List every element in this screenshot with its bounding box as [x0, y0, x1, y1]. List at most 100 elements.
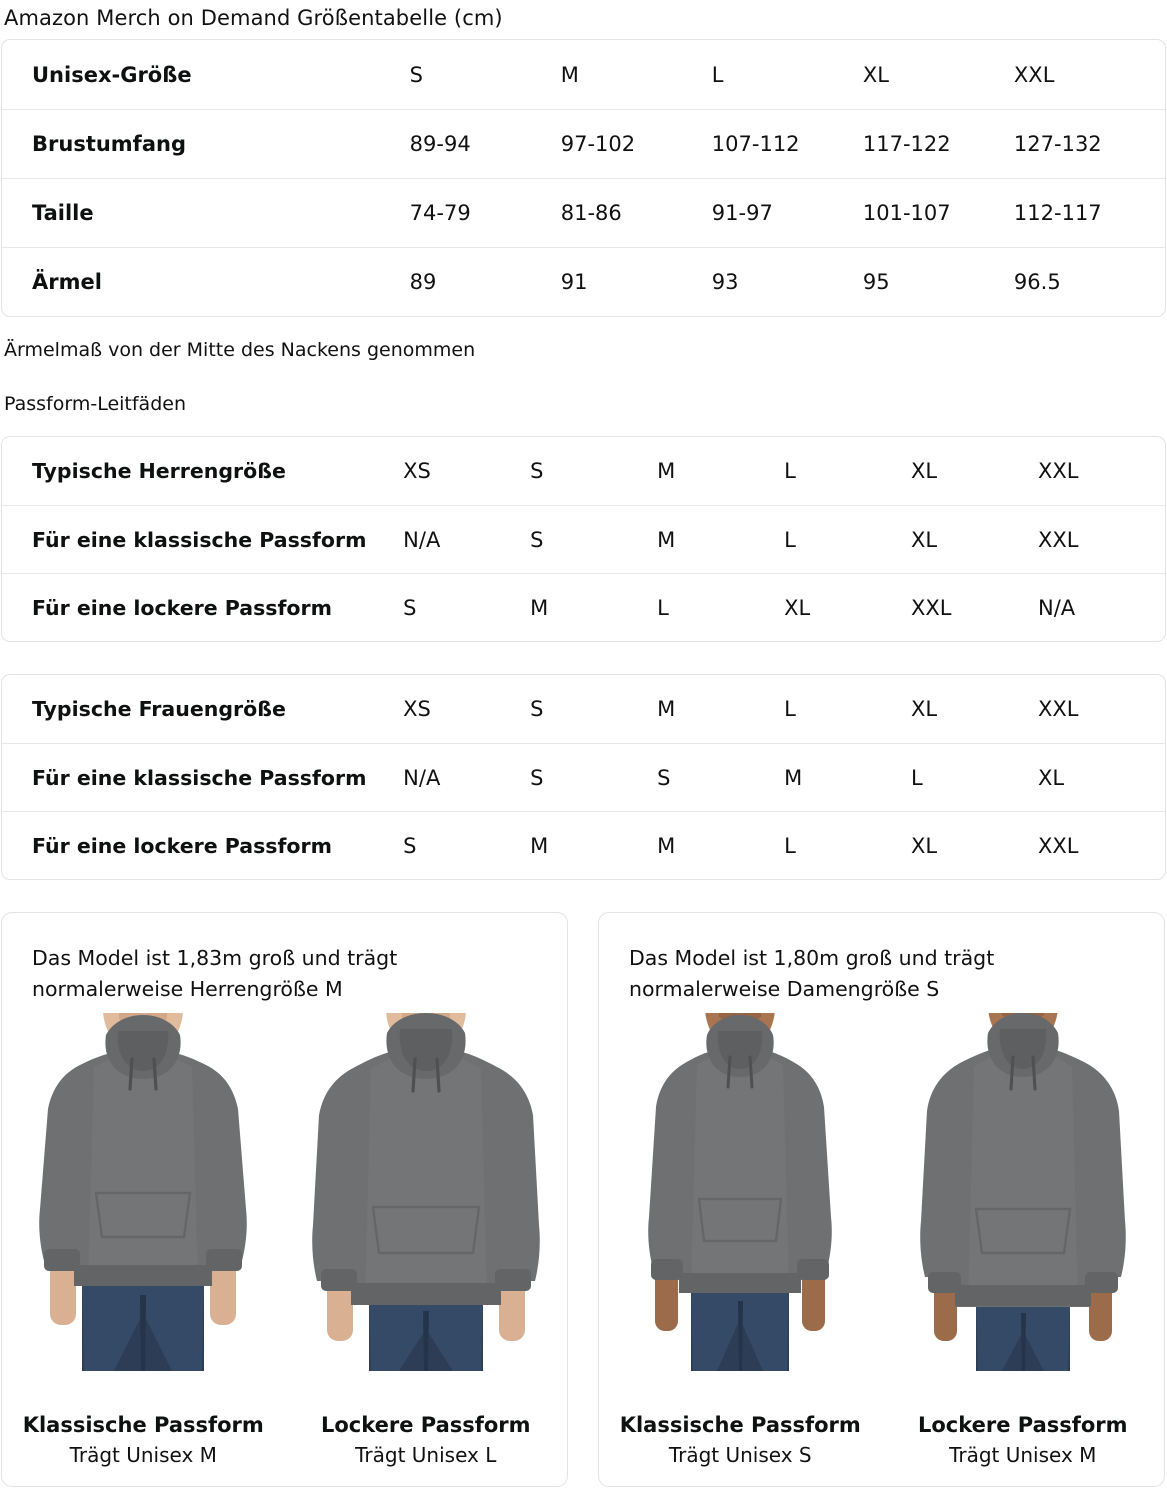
- womens-classic-caption: Klassische Passform Trägt Unisex S: [599, 1411, 882, 1470]
- mens-relaxed-caption: Lockere Passform Trägt Unisex L: [285, 1411, 568, 1470]
- mens-typical-xs: XS: [403, 459, 431, 483]
- mens-classic-3: M: [657, 527, 676, 552]
- womens-relaxed-1: S: [403, 833, 417, 858]
- table-row: Für eine lockere Passform S M L XL XXL N…: [2, 573, 1165, 641]
- female-hoodie-relaxed-illustration: [893, 1013, 1152, 1371]
- waist-xxl: 112-117: [1013, 201, 1102, 225]
- sleeve-l: 93: [711, 270, 739, 294]
- table-row: Typische Herrengröße XS S M L XL XXL: [2, 437, 1165, 505]
- womens-typical-xs: XS: [403, 697, 431, 721]
- sleeve-xxl: 96.5: [1013, 270, 1061, 294]
- mens-relaxed-4: XL: [784, 595, 811, 620]
- womens-relaxed-5: XL: [911, 833, 938, 858]
- sleeve-s: 89: [409, 270, 437, 294]
- mens-relaxed-3: L: [657, 595, 669, 620]
- mens-figures: [2, 1011, 567, 1371]
- table-row: Für eine klassische Passform N/A S M L X…: [2, 505, 1165, 573]
- mens-classic-5: XL: [911, 527, 938, 552]
- row-label-mens-classic-fit: Für eine klassische Passform: [32, 527, 367, 552]
- table-row: Typische Frauengröße XS S M L XL XXL: [2, 675, 1165, 743]
- mens-relaxed-5: XXL: [911, 595, 952, 620]
- womens-typical-xxl: XXL: [1038, 697, 1079, 721]
- mens-classic-fit-name: Klassische Passform: [22, 1413, 264, 1437]
- row-label-mens-relaxed-fit: Für eine lockere Passform: [32, 595, 332, 620]
- womens-relaxed-caption: Lockere Passform Trägt Unisex M: [882, 1411, 1165, 1470]
- womens-relaxed-6: XXL: [1038, 833, 1079, 858]
- mens-classic-1: N/A: [403, 527, 441, 552]
- womens-figures: [599, 1011, 1164, 1371]
- header-size-m: M: [560, 62, 579, 87]
- header-size-xl: XL: [862, 62, 889, 87]
- mens-classic-fit-photo: [14, 1013, 273, 1371]
- womens-classic-2: S: [530, 765, 544, 790]
- womens-captions: Klassische Passform Trägt Unisex S Locke…: [599, 1411, 1164, 1470]
- sleeve-measurement-note: Ärmelmaß von der Mitte des Nackens genom…: [4, 339, 476, 361]
- male-hoodie-relaxed-illustration: [296, 1013, 555, 1371]
- mens-model-description: Das Model ist 1,83m groß und trägt norma…: [32, 946, 398, 1001]
- table-row: Taille 74-79 81-86 91-97 101-107 112-117: [2, 178, 1165, 247]
- womens-classic-fit-photo: [611, 1013, 870, 1371]
- mens-typical-xxl: XXL: [1038, 459, 1079, 483]
- chest-l: 107-112: [711, 132, 800, 156]
- mens-classic-2: S: [530, 527, 544, 552]
- womens-relaxed-3: M: [657, 833, 676, 858]
- womens-classic-fit-name: Klassische Passform: [619, 1413, 861, 1437]
- waist-s: 74-79: [409, 201, 471, 225]
- row-label-womens-relaxed-fit: Für eine lockere Passform: [32, 833, 332, 858]
- page-title: Amazon Merch on Demand Größentabelle (cm…: [4, 6, 503, 30]
- waist-m: 81-86: [560, 201, 622, 225]
- womens-classic-4: M: [784, 765, 803, 790]
- womens-classic-5: L: [911, 765, 923, 790]
- model-cards-row: Das Model ist 1,83m groß und trägt norma…: [0, 912, 1167, 1487]
- header-label: Unisex-Größe: [32, 62, 192, 87]
- womens-relaxed-4: L: [784, 833, 796, 858]
- womens-relaxed-fit-photo: [893, 1013, 1152, 1371]
- womens-classic-1: N/A: [403, 765, 441, 790]
- table-row: Für eine klassische Passform N/A S S M L…: [2, 743, 1165, 811]
- womens-typical-m: M: [657, 697, 676, 721]
- mens-typical-l: L: [784, 459, 796, 483]
- womens-fit-table: Typische Frauengröße XS S M L XL XXL Für…: [1, 674, 1166, 880]
- row-label-typical-mens-size: Typische Herrengröße: [32, 459, 286, 483]
- female-hoodie-classic-illustration: [611, 1013, 870, 1371]
- fit-guides-heading: Passform-Leitfäden: [4, 393, 186, 415]
- mens-classic-4: L: [784, 527, 796, 552]
- header-size-xxl: XXL: [1013, 62, 1055, 87]
- sleeve-xl: 95: [862, 270, 890, 294]
- row-label-typical-womens-size: Typische Frauengröße: [32, 697, 286, 721]
- womens-relaxed-fit-name: Lockere Passform: [917, 1413, 1128, 1437]
- header-size-l: L: [711, 62, 724, 87]
- male-hoodie-classic-illustration: [14, 1013, 273, 1371]
- table-header-row: Unisex-Größe S M L XL XXL: [2, 40, 1165, 109]
- chest-s: 89-94: [409, 132, 471, 156]
- sleeve-m: 91: [560, 270, 588, 294]
- mens-relaxed-fit-wears: Trägt Unisex L: [355, 1443, 497, 1467]
- womens-typical-s: S: [530, 697, 544, 721]
- womens-typical-l: L: [784, 697, 796, 721]
- womens-model-description: Das Model ist 1,80m groß und trägt norma…: [629, 946, 995, 1001]
- mens-relaxed-1: S: [403, 595, 417, 620]
- waist-l: 91-97: [711, 201, 773, 225]
- womens-classic-fit-wears: Trägt Unisex S: [668, 1443, 812, 1467]
- unisex-size-table: Unisex-Größe S M L XL XXL Brustumfang 89…: [1, 39, 1166, 317]
- chest-xl: 117-122: [862, 132, 951, 156]
- table-row: Ärmel 89 91 93 95 96.5: [2, 247, 1165, 316]
- mens-relaxed-fit-photo: [296, 1013, 555, 1371]
- row-label-sleeve: Ärmel: [32, 270, 102, 294]
- chest-m: 97-102: [560, 132, 636, 156]
- mens-typical-xl: XL: [911, 459, 938, 483]
- womens-relaxed-2: M: [530, 833, 549, 858]
- row-label-waist: Taille: [32, 201, 94, 225]
- womens-model-card: Das Model ist 1,80m groß und trägt norma…: [598, 912, 1165, 1487]
- mens-captions: Klassische Passform Trägt Unisex M Locke…: [2, 1411, 567, 1470]
- waist-xl: 101-107: [862, 201, 951, 225]
- womens-typical-xl: XL: [911, 697, 938, 721]
- header-size-s: S: [409, 62, 424, 87]
- chest-xxl: 127-132: [1013, 132, 1102, 156]
- row-label-womens-classic-fit: Für eine klassische Passform: [32, 765, 367, 790]
- mens-fit-table: Typische Herrengröße XS S M L XL XXL Für…: [1, 436, 1166, 642]
- mens-classic-fit-wears: Trägt Unisex M: [69, 1443, 217, 1467]
- mens-model-card: Das Model ist 1,83m groß und trägt norma…: [1, 912, 568, 1487]
- row-label-chest: Brustumfang: [32, 132, 186, 156]
